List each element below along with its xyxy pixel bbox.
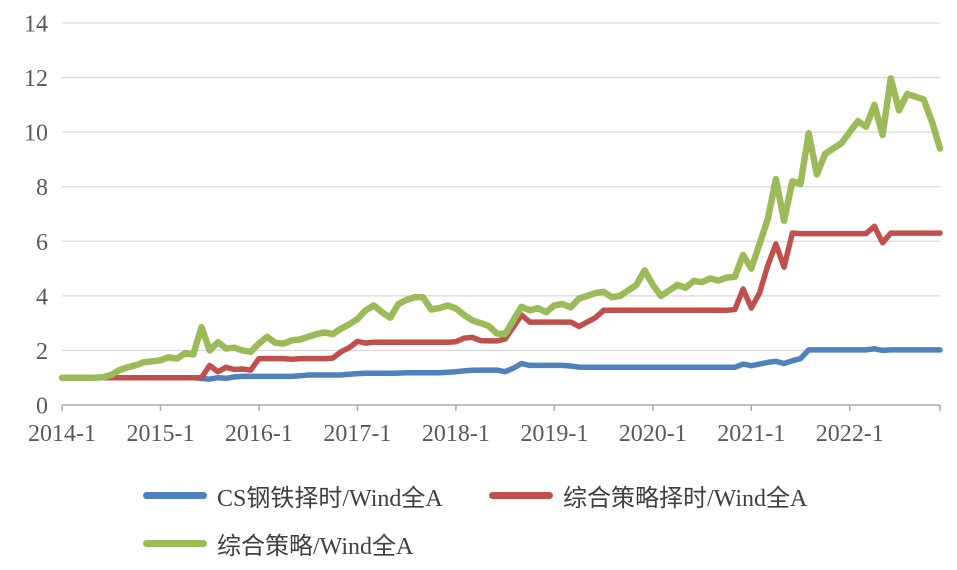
series-line-1 <box>59 223 943 381</box>
x-tick-label: 2020-1 <box>619 421 687 447</box>
x-tick-label: 2014-1 <box>28 421 96 447</box>
y-tick-label: 12 <box>24 66 48 92</box>
line-chart-plot: 2014-1 2015-1 2016-1 2017-1 2018-1 2019-1 2020… <box>24 12 944 447</box>
x-tick-label: 2018-1 <box>422 421 490 447</box>
legend-label-composite-strategy: 综合策略/Wind全A <box>217 533 414 560</box>
x-tick-label: 2022-1 <box>816 421 884 447</box>
legend-swatch-blue <box>143 491 207 499</box>
legend-item-cs-steel-timing: CS钢铁择时/Wind全A <box>143 481 443 512</box>
x-tick-label: 2021-1 <box>717 421 785 447</box>
legend-label-cs-steel-timing: CS钢铁择时/Wind全A <box>217 485 443 512</box>
y-tick-label: 10 <box>24 121 48 147</box>
x-tick-label: 2019-1 <box>520 421 588 447</box>
x-tick-label: 2015-1 <box>126 421 194 447</box>
y-tick-label: 2 <box>36 339 48 365</box>
y-tick-label: 6 <box>36 230 48 256</box>
y-tick-label: 4 <box>36 284 48 310</box>
legend-item-composite-strategy: 综合策略/Wind全A <box>143 529 413 560</box>
x-tick-label: 2017-1 <box>323 421 391 447</box>
series-line-2 <box>58 75 944 381</box>
legend-label-composite-strategy-timing: 综合策略择时/Wind全A <box>563 485 808 512</box>
legend-swatch-red <box>489 491 553 499</box>
legend-swatch-green <box>143 539 207 547</box>
y-tick-label: 14 <box>24 12 48 38</box>
y-tick-label: 8 <box>36 175 48 201</box>
series-line-0 <box>59 346 943 382</box>
x-tick-label: 2016-1 <box>225 421 293 447</box>
legend-item-composite-strategy-timing: 综合策略择时/Wind全A <box>489 481 807 512</box>
y-tick-label: 0 <box>36 394 48 420</box>
